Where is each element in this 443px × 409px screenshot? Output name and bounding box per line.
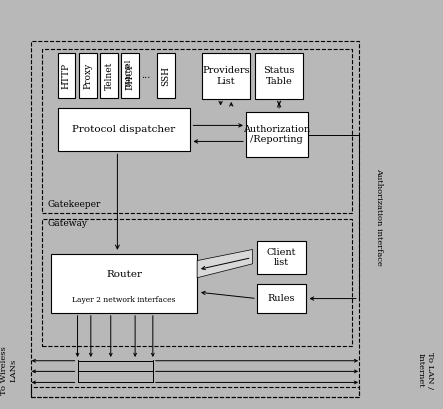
Text: Gateway: Gateway [48, 219, 88, 228]
Text: ...: ... [140, 71, 150, 80]
Text: Layer 2 network interfaces: Layer 2 network interfaces [72, 296, 176, 304]
Bar [246, 112, 308, 157]
Bar [79, 53, 97, 98]
Text: Protocol dispatcher: Protocol dispatcher [72, 125, 176, 135]
Text: DHCP: DHCP [126, 62, 135, 90]
Text: Authorization
/Reporting: Authorization /Reporting [243, 125, 311, 144]
Text: Rules: Rules [268, 294, 295, 303]
Polygon shape [197, 249, 253, 278]
Text: Telnet: Telnet [105, 61, 113, 90]
Text: Status
Table: Status Table [263, 66, 295, 86]
Bar [257, 241, 306, 274]
Text: To LAN /
Internet: To LAN / Internet [417, 352, 434, 389]
Text: Router: Router [106, 270, 142, 279]
Bar [157, 53, 175, 98]
Bar [31, 41, 359, 397]
Bar [121, 53, 139, 98]
Text: SSH: SSH [162, 66, 171, 85]
Bar [58, 53, 75, 98]
Text: Client
list: Client list [267, 248, 296, 267]
Bar [255, 53, 303, 99]
Text: Providers
List: Providers List [202, 66, 250, 86]
Bar [42, 219, 352, 346]
Text: HTTP: HTTP [62, 63, 71, 89]
Bar [42, 49, 352, 213]
Bar [100, 53, 118, 98]
Bar [51, 254, 197, 313]
Text: Authorization interface: Authorization interface [375, 168, 383, 265]
Bar [202, 53, 250, 99]
Text: To Wireless
LANs: To Wireless LANs [0, 346, 17, 395]
Bar [58, 108, 190, 151]
Text: Tunnel: Tunnel [125, 59, 133, 88]
Bar [257, 284, 306, 313]
Text: Proxy: Proxy [83, 63, 92, 89]
Bar [31, 387, 359, 397]
Text: Gatekeeper: Gatekeeper [48, 200, 101, 209]
